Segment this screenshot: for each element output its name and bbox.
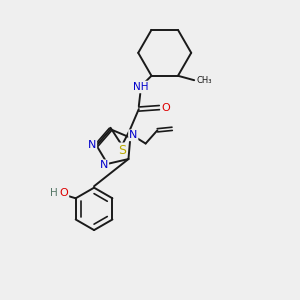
Text: N: N [100,160,108,170]
Text: O: O [161,103,170,112]
Text: S: S [118,144,126,157]
Text: O: O [59,188,68,198]
Text: N: N [129,130,137,140]
Text: CH₃: CH₃ [196,76,212,85]
Text: H: H [50,188,58,198]
Text: NH: NH [133,82,148,92]
Text: N: N [88,140,96,150]
